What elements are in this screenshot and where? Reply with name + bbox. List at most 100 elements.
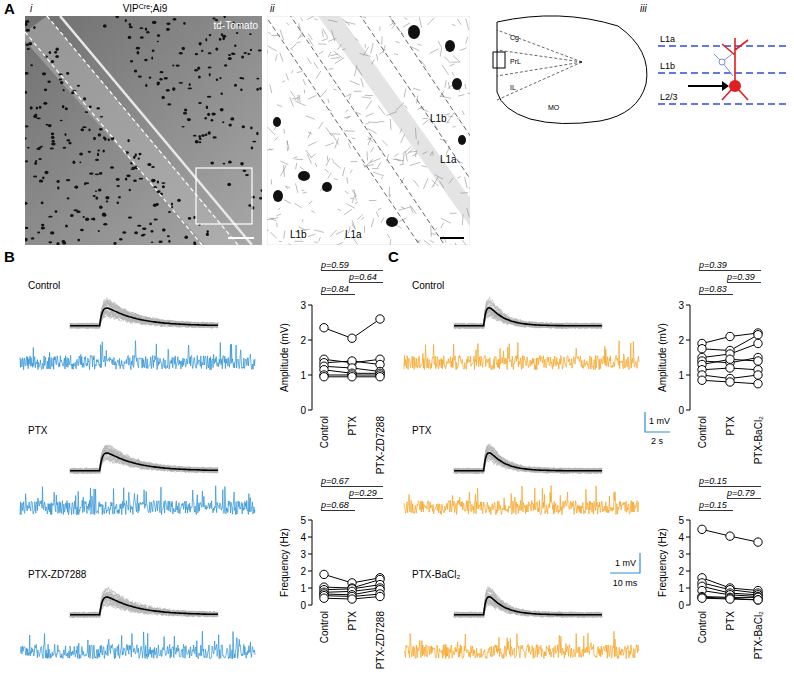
fiber bbox=[443, 236, 446, 243]
p-value: p=0.39 bbox=[726, 272, 755, 282]
cell bbox=[179, 52, 183, 54]
title-part: ;Ai9 bbox=[150, 3, 168, 14]
fiber bbox=[280, 30, 284, 40]
y-tick bbox=[308, 340, 312, 341]
epsp-sweep bbox=[70, 445, 218, 473]
comparison-bar bbox=[321, 486, 383, 487]
fiber bbox=[322, 39, 328, 41]
cell bbox=[55, 210, 58, 213]
x-tick-label: PTX-BaCl₂ bbox=[753, 416, 764, 464]
cell bbox=[117, 201, 119, 204]
cell bbox=[197, 67, 200, 70]
x-tick-label: PTX bbox=[725, 611, 736, 631]
epsp-sweep bbox=[70, 595, 218, 617]
fiber bbox=[346, 177, 348, 184]
fiber bbox=[451, 62, 460, 63]
cell bbox=[26, 44, 29, 46]
cell bbox=[98, 230, 100, 232]
fiber bbox=[319, 122, 323, 129]
epsp-sweep bbox=[70, 298, 218, 329]
cell bbox=[36, 117, 41, 119]
fiber bbox=[292, 44, 297, 48]
fiber bbox=[314, 62, 319, 69]
cell bbox=[189, 83, 191, 86]
y-axis-title: Amplitude (mV) bbox=[657, 323, 668, 392]
fiber bbox=[328, 99, 329, 104]
fiber bbox=[284, 231, 285, 239]
cell bbox=[137, 51, 140, 54]
fiber bbox=[345, 110, 348, 113]
fiber bbox=[379, 49, 386, 55]
layer-boundary bbox=[323, 16, 470, 245]
panel-letter: B bbox=[4, 248, 15, 265]
epsp-sweep bbox=[454, 302, 602, 329]
region-label: MO bbox=[548, 104, 560, 111]
data-point bbox=[698, 345, 706, 353]
cell bbox=[210, 162, 214, 165]
micrograph-ii: L1bL1aL1bL1a bbox=[228, 0, 594, 320]
cell bbox=[37, 232, 40, 234]
plot-marks bbox=[320, 570, 384, 603]
cell bbox=[47, 81, 50, 83]
fiber bbox=[286, 73, 289, 80]
scale-bar bbox=[645, 412, 670, 432]
layer-label: L1a bbox=[660, 34, 675, 44]
epsp-sweep bbox=[70, 304, 218, 329]
schematic-iii: CgPrLILMOL1aL1bL2/3 bbox=[493, 16, 786, 124]
cell bbox=[146, 31, 149, 33]
cell bbox=[63, 147, 67, 149]
cell bbox=[51, 60, 55, 63]
fiber bbox=[323, 29, 328, 38]
cell bbox=[108, 138, 110, 141]
cell bbox=[75, 186, 78, 189]
cell bbox=[207, 96, 212, 98]
y-tick-label: 5 bbox=[300, 515, 306, 526]
p-value: p=0.83 bbox=[698, 284, 727, 294]
x-tick-label: PTX-BaCl₂ bbox=[753, 611, 764, 659]
fiber bbox=[417, 44, 421, 45]
cell bbox=[33, 26, 35, 29]
condition-label: PTX bbox=[412, 425, 432, 436]
fiber bbox=[381, 36, 382, 44]
fiber bbox=[372, 60, 375, 65]
cell bbox=[42, 72, 46, 75]
fiber bbox=[427, 18, 434, 25]
cell bbox=[171, 202, 173, 205]
fiber bbox=[423, 118, 428, 120]
fiber bbox=[319, 51, 323, 54]
data-point bbox=[348, 334, 356, 342]
fiber bbox=[430, 226, 432, 237]
y-tick bbox=[308, 520, 312, 521]
layer-label: L1a bbox=[440, 154, 457, 165]
panel-letter: A bbox=[4, 0, 15, 17]
cell bbox=[220, 108, 224, 112]
cell bbox=[208, 52, 212, 54]
fiber bbox=[401, 207, 405, 209]
y-tick bbox=[308, 554, 312, 555]
fiber bbox=[430, 241, 435, 243]
cell bbox=[30, 64, 33, 66]
fiber bbox=[467, 208, 469, 217]
fiber bbox=[452, 72, 454, 76]
fiber bbox=[276, 214, 281, 216]
cell bbox=[184, 108, 187, 111]
fiber bbox=[366, 100, 372, 109]
region-label: IL bbox=[510, 84, 516, 91]
cell bbox=[168, 240, 170, 243]
comparison-bar bbox=[699, 270, 761, 271]
fiber bbox=[308, 38, 313, 47]
micrograph-ground bbox=[25, 16, 262, 245]
cell bbox=[162, 228, 166, 231]
cell bbox=[228, 161, 232, 164]
fiber bbox=[415, 128, 417, 139]
fiber bbox=[377, 162, 381, 168]
fiber bbox=[432, 180, 439, 186]
cell bbox=[209, 73, 211, 77]
y-tick-label: 3 bbox=[678, 549, 684, 560]
cell bbox=[129, 23, 132, 26]
cell bbox=[63, 89, 65, 91]
cell bbox=[157, 81, 160, 84]
epsp-sweep bbox=[70, 450, 218, 473]
cell bbox=[85, 218, 89, 222]
cell bbox=[251, 147, 254, 150]
